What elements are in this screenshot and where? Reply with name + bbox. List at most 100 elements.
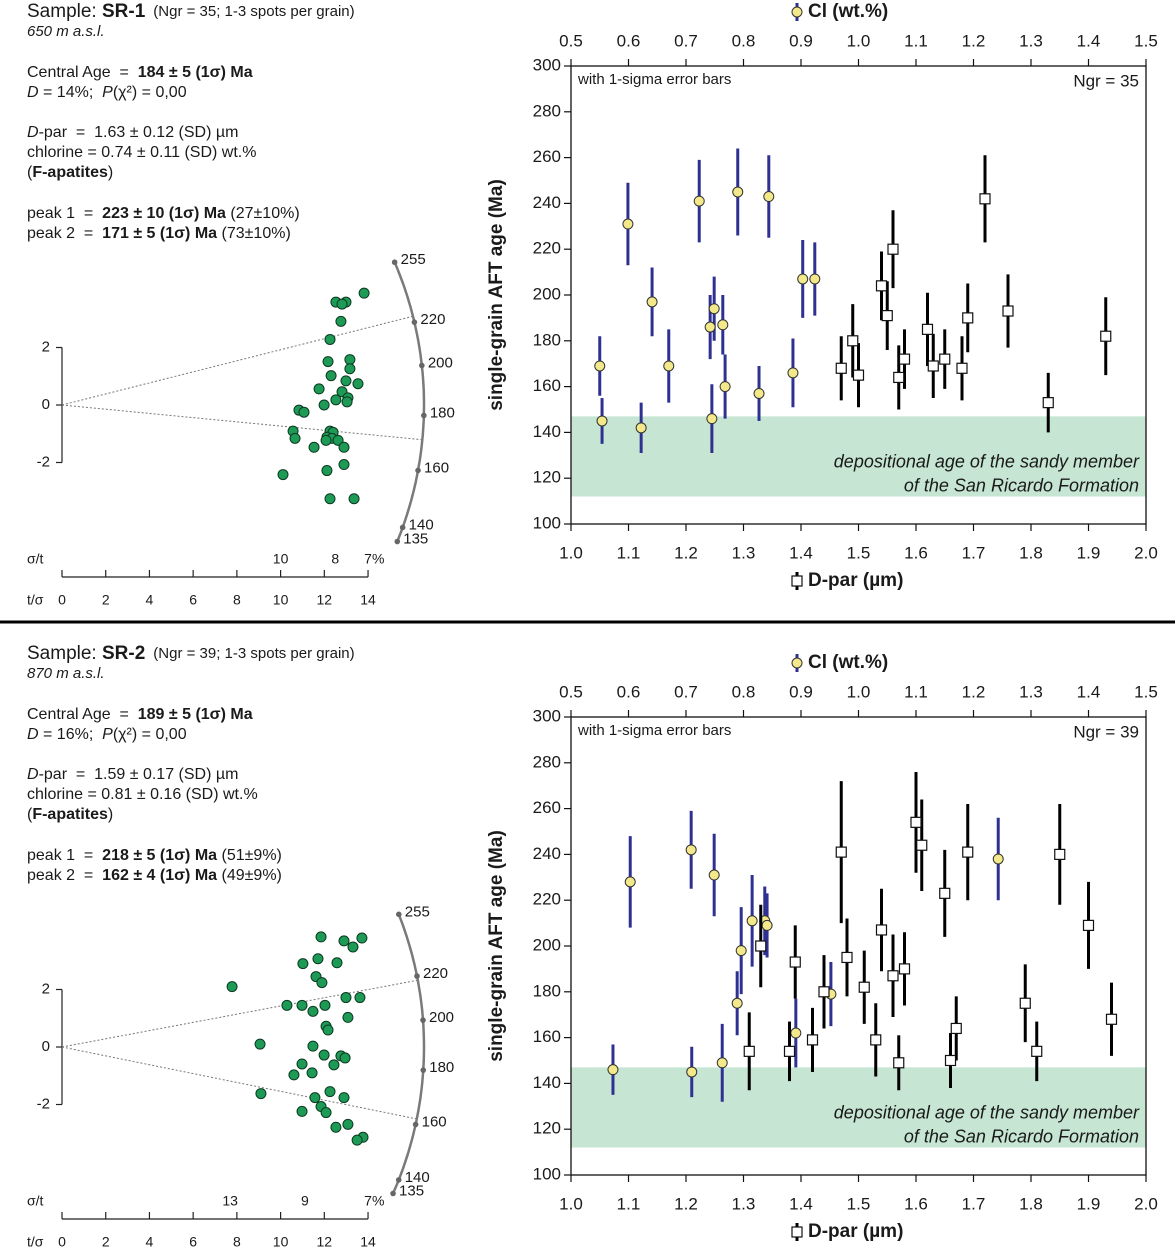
- arc-tick-label: 180: [430, 404, 455, 421]
- text-run: SR-2: [102, 643, 145, 664]
- y-tick-label: 0: [42, 1038, 50, 1055]
- grain-point: [358, 287, 370, 299]
- grain-point: [340, 375, 352, 387]
- legend-icon: [791, 1226, 803, 1238]
- data-point: [763, 191, 775, 203]
- data-point: [1100, 330, 1112, 342]
- text-run: -par = 1.59 ± 0.17 (SD) µm: [39, 766, 239, 783]
- data-point: [596, 415, 608, 427]
- text-run: D: [27, 84, 39, 101]
- data-point: [719, 381, 731, 393]
- data-point: [708, 869, 720, 881]
- legend-icon: [791, 575, 803, 587]
- arc-tick: [420, 1017, 426, 1023]
- data-point: [893, 371, 905, 384]
- grain-point: [296, 1058, 308, 1070]
- arc-tick: [414, 973, 420, 979]
- band-label: of the San Ricardo Formation: [904, 1126, 1139, 1146]
- data-point: [875, 924, 888, 936]
- data-point: [887, 970, 899, 982]
- data-point: [1042, 397, 1054, 409]
- annotation: with 1-sigma error bars: [577, 71, 731, 88]
- data-point: [887, 243, 899, 255]
- data-point: [858, 981, 870, 993]
- sample-apatite: (F-apatites): [27, 164, 113, 181]
- text-run: ): [108, 164, 113, 181]
- sigma-tick-label: 8: [331, 551, 339, 567]
- data-point: [944, 1054, 957, 1067]
- sample-dispersion: D = 14%; P(χ²) = 0,00: [27, 84, 187, 101]
- text-run: 189 ± 5 (1σ) Ma: [138, 706, 253, 723]
- data-point: [852, 369, 865, 381]
- grain-point: [318, 399, 330, 411]
- sigma-tick-label: 13: [222, 1193, 238, 1209]
- sample-central-age: Central Age = 189 ± 5 (1σ) Ma: [27, 706, 253, 723]
- arc-tick: [390, 1190, 396, 1197]
- text-run: 171 ± 5 (1σ) Ma: [102, 225, 217, 242]
- axis-title: Cl (wt.%): [808, 652, 888, 673]
- y-tick-label: 2: [42, 980, 50, 997]
- arc-tick-label: 220: [423, 965, 448, 982]
- x2-tick-label: 0.6: [617, 682, 641, 701]
- data-point: [717, 319, 729, 331]
- sigma-axis-label: σ/t: [27, 1193, 44, 1209]
- data-point: [809, 273, 821, 285]
- text-run: (51±9%): [217, 847, 282, 864]
- data-point: [898, 353, 911, 365]
- x2-tick-label: 1.1: [904, 31, 928, 50]
- grain-point: [354, 992, 366, 1004]
- y-tick-label: 280: [533, 752, 561, 771]
- text-run: (: [27, 164, 33, 181]
- arc-tick-label: 255: [405, 903, 430, 920]
- grain-point: [288, 1069, 300, 1081]
- x2-tick-label: 1.4: [1077, 31, 1101, 50]
- arc-tick: [411, 319, 418, 325]
- text-run: -par = 1.63 ± 0.12 (SD) µm: [39, 124, 239, 141]
- grain-point: [306, 1067, 318, 1079]
- grain-point: [339, 1052, 351, 1064]
- axis-title: D-par (µm): [808, 570, 903, 591]
- x-tick-label: 1.4: [789, 543, 813, 562]
- grain-point: [356, 932, 368, 944]
- text-run: (27±10%): [226, 205, 300, 222]
- data-point: [594, 360, 606, 372]
- x-tick-label: 1.0: [559, 543, 583, 562]
- grain-point: [324, 493, 336, 505]
- arc-tick-label: 200: [428, 355, 453, 372]
- data-point: [1082, 919, 1095, 931]
- grain-point: [338, 935, 350, 947]
- x2-tick-label: 1.1: [904, 682, 928, 701]
- sample-header: Sample: SR-1 (Ngr = 35; 1-3 spots per gra…: [27, 1, 355, 22]
- y-tick-label: 180: [533, 330, 561, 349]
- text-run: = 16%;: [39, 726, 103, 743]
- arc-tick-label: 200: [429, 1009, 454, 1026]
- data-point: [607, 1064, 619, 1076]
- data-point: [635, 422, 647, 434]
- peak-line: [61, 979, 418, 1048]
- data-point: [1019, 997, 1031, 1009]
- text-run: F-apatites: [32, 164, 108, 181]
- data-point: [1031, 1045, 1043, 1057]
- grain-point: [321, 465, 333, 477]
- text-run: peak 1 =: [27, 847, 102, 864]
- text-run: peak 2 =: [27, 867, 102, 884]
- data-point: [818, 986, 830, 998]
- text-run: chlorine = 0.74 ± 0.11 (SD) wt.%: [27, 144, 256, 161]
- grain-point: [338, 441, 350, 453]
- data-point: [870, 1034, 882, 1046]
- y-tick-label: 160: [533, 376, 561, 395]
- y-tick-label: 240: [533, 193, 561, 212]
- x2-tick-label: 1.2: [962, 682, 986, 701]
- arc-tick: [391, 259, 398, 266]
- text-run: (Ngr = 35; 1-3 spots per grain): [153, 3, 354, 20]
- y-tick-label: 140: [533, 1073, 561, 1092]
- x2-tick-label: 0.7: [674, 31, 698, 50]
- grain-point: [318, 1049, 330, 1061]
- grain-point: [342, 1118, 354, 1130]
- x-tick-label: 6: [189, 1234, 197, 1249]
- data-point: [962, 846, 974, 858]
- x-tick-label: 2.0: [1134, 1194, 1158, 1213]
- grain-point: [351, 1134, 363, 1146]
- data-point: [875, 280, 888, 292]
- x-tick-label: 14: [360, 1234, 376, 1249]
